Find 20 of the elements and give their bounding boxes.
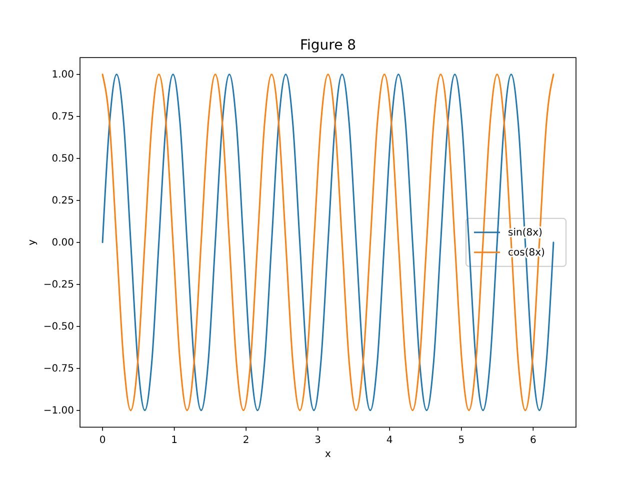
x-tick-label: 3 [314, 435, 322, 446]
line-series [102, 74, 554, 412]
x-tick-label: 2 [242, 435, 250, 446]
chart-title: Figure 8 [300, 38, 356, 54]
x-axis-title: x [325, 449, 332, 460]
y-tick-label: −1.00 [43, 406, 74, 417]
y-tick-label: 0.25 [52, 196, 74, 207]
y-tick-label: −0.50 [43, 322, 74, 333]
y-axis-title: y [27, 239, 38, 246]
y-tick-label: −0.25 [43, 280, 74, 291]
x-tick-label: 5 [458, 435, 465, 446]
x-tick-label: 1 [171, 435, 178, 446]
y-tick-label: 0.50 [52, 154, 74, 165]
y-tick-label: 1.00 [52, 70, 74, 81]
y-tick-label: 0.00 [52, 238, 74, 249]
y-tick-label: 0.75 [52, 112, 74, 123]
x-tick-label: 0 [99, 435, 106, 446]
x-tick-label: 4 [386, 435, 393, 446]
x-tick-label: 6 [530, 435, 536, 446]
y-tick-label: −0.75 [43, 364, 74, 375]
